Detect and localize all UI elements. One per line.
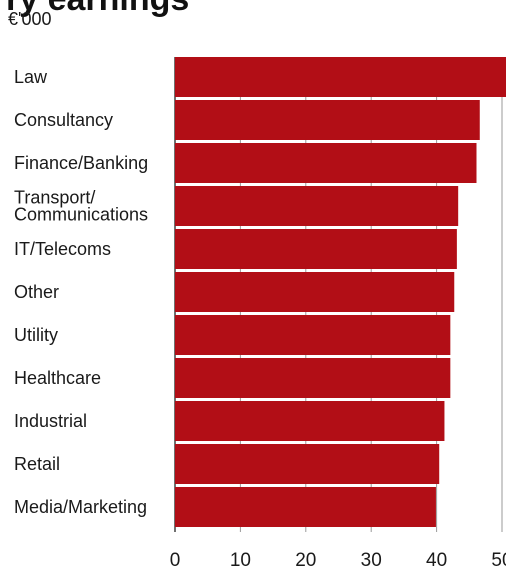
category-labels: Law Consultancy Finance/Banking Transport/C… — [14, 67, 148, 517]
x-tick-label-20: 20 — [295, 550, 316, 571]
category-label-8: Industrial — [14, 411, 87, 431]
bar-2 — [175, 143, 477, 183]
chart-title-fragment: ry earnings — [6, 0, 189, 19]
category-label-7: Healthcare — [14, 368, 101, 388]
bar-8 — [175, 401, 445, 441]
category-label-10: Media/Marketing — [14, 497, 147, 517]
category-label-6: Utility — [14, 325, 58, 345]
bar-6 — [175, 315, 451, 355]
x-tick-label-30: 30 — [361, 550, 382, 571]
bar-3 — [175, 186, 459, 226]
bar-0 — [175, 57, 506, 97]
bar-7 — [175, 358, 451, 398]
tick-labels: 0 10 20 30 40 50 — [170, 550, 506, 571]
bar-9 — [175, 444, 440, 484]
bar-1 — [175, 100, 480, 140]
category-label-4: IT/Telecoms — [14, 239, 111, 259]
bar-10 — [175, 487, 436, 527]
x-tick-label-40: 40 — [426, 550, 447, 571]
bars — [175, 57, 506, 527]
chart-subtitle: €'000 — [8, 9, 52, 29]
category-label-1: Consultancy — [14, 110, 113, 130]
bar-5 — [175, 272, 455, 312]
category-label-0: Law — [14, 67, 48, 87]
x-tick-label-50: 50 — [491, 550, 506, 571]
x-tick-label-10: 10 — [230, 550, 251, 571]
x-tick-label-0: 0 — [170, 550, 181, 571]
category-label-9: Retail — [14, 454, 60, 474]
category-label-3: Transport/Communications — [14, 188, 148, 225]
category-label-2: Finance/Banking — [14, 153, 148, 173]
category-label-5: Other — [14, 282, 59, 302]
bar-4 — [175, 229, 457, 269]
